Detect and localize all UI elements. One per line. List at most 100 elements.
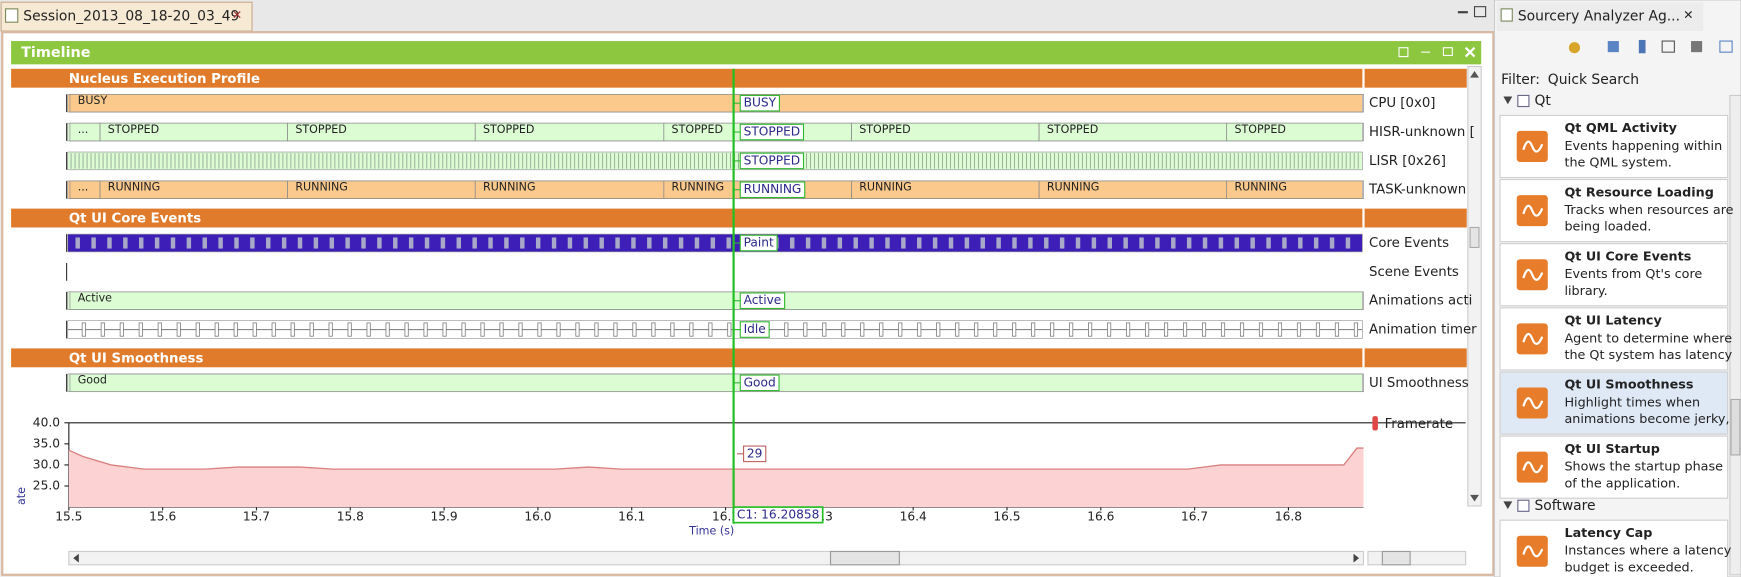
cursor-time-label: C1: 16.20858 <box>737 507 819 521</box>
agent-icon-wave <box>1522 204 1544 217</box>
event-block <box>837 237 843 249</box>
header-button[interactable] <box>1442 47 1453 57</box>
h-scroll-thumb[interactable] <box>829 550 900 566</box>
event-block <box>1155 237 1160 249</box>
row-label: HISR-unknown [ <box>1369 125 1475 140</box>
tool-icon[interactable] <box>1661 40 1675 53</box>
event-block <box>440 237 446 249</box>
timer-tick <box>1164 322 1169 337</box>
agent-name[interactable]: Qt Resource Loading <box>1564 185 1713 200</box>
state-segment <box>69 291 1364 310</box>
event-block <box>1218 237 1224 249</box>
cursor-value-box <box>739 94 780 112</box>
scroll-thumb[interactable] <box>1469 226 1480 248</box>
x-tick-label: 15.5 <box>55 510 82 524</box>
timeline-header <box>11 41 1482 65</box>
agent-name[interactable]: Qt UI Core Events <box>1564 249 1691 264</box>
cursor-value-box <box>739 152 805 170</box>
event-block <box>1044 237 1049 249</box>
x-tick-label: 15.6 <box>149 510 176 524</box>
event-block <box>424 237 430 249</box>
timer-tick <box>974 322 979 337</box>
side-tab[interactable] <box>1496 2 1704 32</box>
row-label: Core Events <box>1369 236 1449 251</box>
tool-icon[interactable] <box>1607 41 1619 53</box>
agent-name[interactable]: Qt UI Latency <box>1564 314 1662 329</box>
tab-close[interactable]: ✕ <box>232 8 242 22</box>
editor-tab-title[interactable]: Session_2013_08_18-20_03_49 <box>23 9 239 25</box>
timer-tick <box>1220 322 1226 337</box>
event-block <box>1266 237 1271 249</box>
segment-label: RUNNING <box>108 181 161 194</box>
group-header <box>11 68 1363 88</box>
maximize-button[interactable] <box>1473 6 1487 18</box>
side-scroll-thumb[interactable] <box>1730 398 1741 456</box>
tool-icon[interactable] <box>1691 41 1703 53</box>
agent-name[interactable]: Qt UI Startup <box>1564 442 1659 457</box>
agent-card[interactable] <box>1499 114 1729 179</box>
side-toolbar[interactable] <box>1568 39 1733 54</box>
timer-tick <box>537 322 542 337</box>
cursor-value-box <box>739 123 805 141</box>
timer-tick <box>328 322 333 337</box>
tree-group[interactable]: Qt <box>1534 93 1551 109</box>
segment-label: Good <box>78 374 107 387</box>
agent-icon-wave <box>1522 545 1544 558</box>
agent-description: Shows the startup phase <box>1564 460 1723 475</box>
timer-tick <box>442 322 447 337</box>
tool-icon[interactable] <box>1719 40 1733 53</box>
event-block <box>266 237 271 249</box>
agent-icon-wave <box>1522 268 1544 281</box>
tree-group[interactable]: Software <box>1534 498 1595 514</box>
event-block <box>1234 237 1240 249</box>
timer-tick <box>594 322 599 337</box>
tool-icon[interactable] <box>1638 39 1646 54</box>
agent-name[interactable]: Latency Cap <box>1564 526 1652 541</box>
agent-name[interactable]: Qt QML Activity <box>1564 121 1677 136</box>
event-block <box>186 237 192 249</box>
event-block <box>170 237 176 249</box>
header-button[interactable] <box>1464 46 1476 58</box>
x-tick-label: 15.9 <box>431 510 458 524</box>
minimize-button[interactable] <box>1457 11 1468 14</box>
timeline-scrollbar[interactable] <box>1467 66 1482 507</box>
event-block <box>678 237 684 249</box>
event-block <box>1250 237 1255 249</box>
label-scroll-thumb[interactable] <box>1381 550 1411 566</box>
timeline-header-buttons[interactable] <box>1398 46 1476 58</box>
event-block <box>1298 237 1303 249</box>
y-tick-label: 25.0 <box>33 479 60 493</box>
side-panel-title[interactable]: Sourcery Analyzer Ag... <box>1518 9 1680 25</box>
event-block <box>980 237 985 249</box>
tool-icon[interactable] <box>1568 42 1581 54</box>
timer-tick <box>271 322 276 337</box>
timer-tick <box>119 322 124 337</box>
cursor-value-box <box>739 374 780 392</box>
filter-input[interactable] <box>1543 68 1733 90</box>
timer-tick <box>1201 322 1207 337</box>
event-block <box>662 237 668 249</box>
side-scrollbar[interactable] <box>1729 94 1741 576</box>
timer-tick <box>176 322 181 337</box>
event-block <box>1123 237 1128 249</box>
agent-name[interactable]: Qt UI Smoothness <box>1564 378 1693 393</box>
x-tick-label: 16.5 <box>993 510 1020 524</box>
event-block <box>361 237 366 249</box>
tree-toggle[interactable] <box>1503 501 1513 510</box>
event-block <box>901 237 906 249</box>
tree-toggle[interactable] <box>1503 96 1513 105</box>
group-title: Qt UI Smoothness <box>69 351 204 366</box>
x-tick-label: 16.4 <box>900 510 927 524</box>
cursor-value: Paint <box>744 236 774 250</box>
event-block <box>1186 237 1192 249</box>
timer-tick <box>1107 322 1112 337</box>
h-scrollbar[interactable] <box>68 550 1365 566</box>
filter-placeholder[interactable]: Quick Search <box>1548 72 1639 88</box>
header-button[interactable] <box>1398 47 1409 58</box>
timer-tick <box>860 322 865 337</box>
event-block <box>1171 237 1176 249</box>
timer-tick <box>1069 322 1074 337</box>
event-block <box>1313 237 1319 249</box>
side-tab-close[interactable]: ✕ <box>1683 8 1693 22</box>
